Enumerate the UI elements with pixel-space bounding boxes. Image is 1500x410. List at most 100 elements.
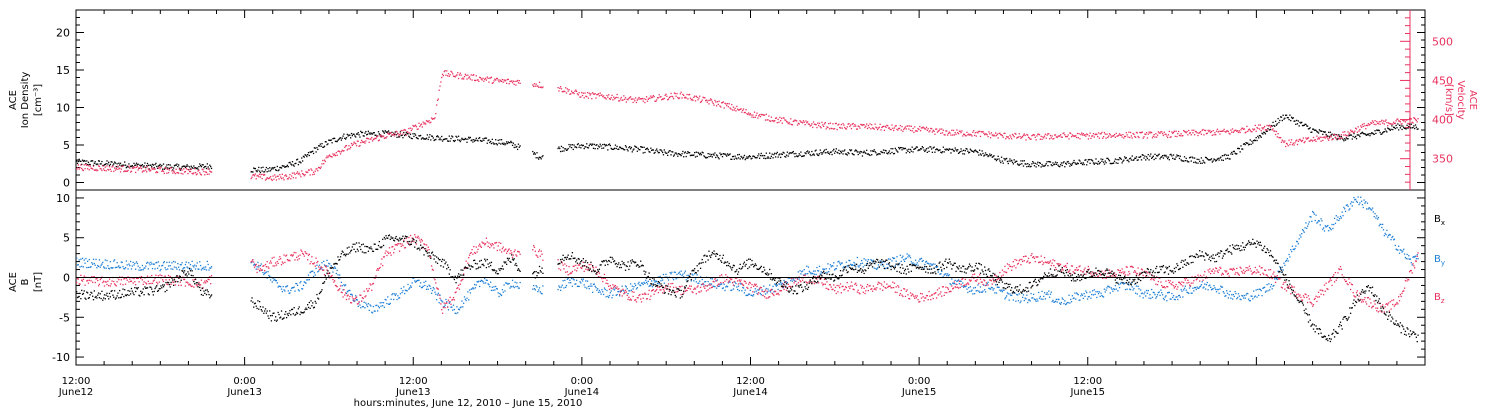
velocity-series-point [541,87,543,89]
ion-density-series-point [873,149,875,151]
x-date-label: June15 [901,387,937,398]
velocity-series-point [1393,122,1396,125]
ion-density-series-point [1215,159,1218,161]
ion-density-series-point [124,164,127,166]
by-series-point [1354,199,1356,201]
by-series-point [885,267,887,269]
by-series-point [813,273,816,275]
velocity-series-point [987,135,989,138]
by-series-point [97,264,99,267]
velocity-series-point [1259,124,1262,126]
velocity-series-point [680,91,682,93]
ion-density-series-point [454,139,456,142]
ion-density-series-point [1188,157,1191,159]
velocity-series-point [118,167,121,169]
velocity-series-point [1130,135,1133,137]
ion-density-series-point [1232,150,1235,153]
ion-density-series-point [463,138,466,141]
by-series-point [1114,284,1117,287]
velocity-series-point [1079,138,1081,140]
by-series-point [1209,284,1211,286]
velocity-series-point [1287,145,1289,147]
velocity-series-point [484,77,487,79]
ion-density-series-point [1220,159,1223,161]
velocity-series-point [1398,120,1400,122]
ion-density-series-point [992,155,994,158]
x-hour-label: 0:00 [571,376,593,387]
velocity-series-point [377,140,380,142]
by-series-point [1231,298,1234,300]
velocity-series-point [176,172,178,174]
bz-series-point [202,287,204,289]
ion-density-series-point [754,157,757,159]
by-series-point [288,292,290,295]
velocity-series-point [125,170,128,172]
by-series-point [1064,303,1067,306]
by-series-point [118,267,121,269]
by-series-point [1366,202,1369,204]
velocity-series-point [417,128,419,130]
by-series-point [325,265,327,267]
ion-density-series-point [208,168,210,170]
by-series-point [882,261,884,263]
by-series-point [1382,229,1385,231]
by-series-point [1161,294,1164,296]
by-series-point [590,283,592,285]
velocity-series-point [1163,131,1165,133]
ion-density-series-point [1339,135,1341,137]
bz-series-point [272,265,274,267]
ion-density-series-point [1030,165,1032,168]
ion-density-series-point [828,153,831,155]
by-series-point [519,281,521,284]
velocity-series-point [1397,118,1399,120]
ion-density-series-point [844,153,847,155]
by-series-point [363,301,365,303]
by-series-point [1062,298,1064,301]
ion-density-series-point [533,152,536,154]
ion-density-series-point [1204,162,1206,164]
by-series-point [731,289,733,291]
ion-density-series-point [1054,163,1056,165]
velocity-series-point [466,78,468,80]
by-series-point [1293,248,1295,251]
velocity-series-point [732,106,735,108]
velocity-series-point [1332,138,1334,140]
ion-density-series-point [1256,139,1258,142]
by-series-point [716,279,719,281]
velocity-series-point [464,73,466,75]
ion-density-series-point [1183,160,1185,162]
bz-series-point [126,279,128,281]
ion-density-series-point [253,167,255,169]
by-series-point [203,266,205,268]
ion-density-series-point [1287,117,1289,119]
velocity-series-point [1409,117,1412,120]
velocity-series-point [1089,132,1091,134]
by-series-point [641,282,644,284]
ion-density-series-point [203,166,205,169]
velocity-series-point [1302,137,1305,139]
by-series-point [997,286,999,288]
ion-density-series-point [699,153,701,156]
velocity-series-point [636,99,638,101]
velocity-series-point [597,93,600,95]
ion-density-series-point [457,135,460,137]
velocity-series-point [330,156,332,158]
velocity-series-point [858,125,860,128]
by-series-point [968,290,971,293]
ion-density-series-point [1134,157,1137,159]
velocity-series-point [1188,132,1191,134]
ion-density-series-point [1000,156,1003,158]
by-series-point [601,289,603,291]
by-series-point [571,285,574,287]
ion-density-series-point [1032,162,1035,164]
by-series-point [596,289,598,291]
velocity-series-point [105,170,107,172]
by-series-point [1046,292,1048,294]
by-series-point [1215,288,1217,291]
velocity-series-point [1059,134,1062,136]
by-series-point [364,307,366,309]
by-series-point [347,290,349,292]
bz-series-point [259,268,262,270]
ion-density-series-point [1016,160,1018,162]
velocity-series-point [1210,131,1212,134]
